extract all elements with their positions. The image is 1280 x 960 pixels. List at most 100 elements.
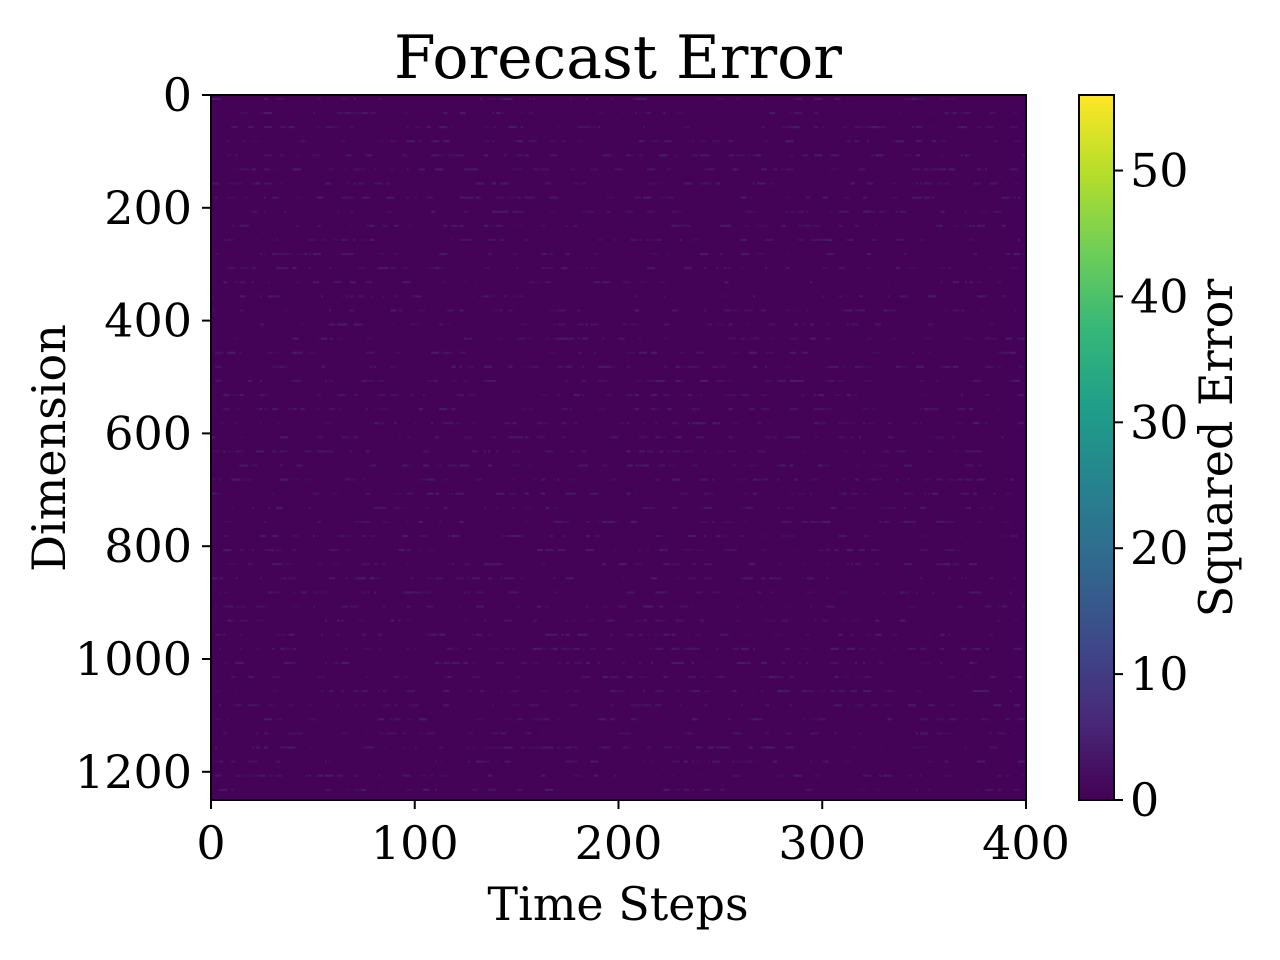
heatmap-cell [871,647,876,650]
heatmap-cell [708,760,711,763]
heatmap-cell [581,647,586,650]
heatmap-cell [272,563,281,566]
heatmap-cell [239,393,244,397]
heatmap-cell [508,534,515,538]
heatmap-cell [467,365,474,368]
heatmap-cell [907,478,910,481]
heatmap-cell [561,422,566,425]
colorbar-frame [1078,94,1115,801]
heatmap-cell [920,549,929,552]
heatmap-cell [255,605,264,608]
heatmap-cell [455,393,462,397]
heatmap-cell [838,224,843,227]
heatmap-cell [687,633,690,636]
heatmap-cell [451,464,458,467]
heatmap-cell [589,760,595,763]
heatmap-cell [740,591,743,594]
heatmap-cell [712,520,715,524]
heatmap-cell [907,647,916,650]
heatmap-cell [700,774,703,777]
heatmap-cell [231,619,236,622]
heatmap-cell [321,591,330,594]
heatmap-cell [345,154,352,157]
heatmap-cell [867,633,872,636]
heatmap-cell [524,196,531,199]
heatmap-cell [948,478,955,481]
heatmap-cell [602,379,609,383]
heatmap-cell [292,605,301,608]
heatmap-cell [426,506,430,509]
heatmap-cell [875,619,880,622]
heatmap-cell [948,704,955,707]
heatmap-cell [863,690,872,693]
heatmap-cell [239,549,244,552]
heatmap-cell [557,196,560,199]
heatmap-cell [634,309,639,312]
heatmap-cell [748,563,756,566]
heatmap-cell [426,788,430,791]
heatmap-cell [365,337,372,340]
heatmap-cell [736,97,739,101]
heatmap-cell [410,393,413,397]
heatmap-cell [268,774,275,777]
heatmap-cell [655,774,658,777]
heatmap-cell [671,760,680,763]
heatmap-cell [435,633,438,636]
heatmap-cell [565,365,572,368]
heatmap-cell [272,365,277,368]
heatmap-cell [459,224,464,227]
heatmap-cell [272,492,275,495]
heatmap-cell [761,605,764,608]
heatmap-cell [899,619,906,622]
heatmap-cell [638,351,648,354]
heatmap-cell [695,633,703,636]
heatmap-cell [854,464,861,467]
heatmap-cell [569,450,574,453]
heatmap-cell [732,760,735,763]
heatmap-cell [1013,675,1020,679]
heatmap-cell [504,154,507,157]
heatmap-cell [773,633,782,636]
heatmap-cell [671,774,674,777]
heatmap-cell [675,210,682,213]
heatmap-cell [610,154,613,157]
heatmap-cell [378,379,385,383]
heatmap-cell [748,408,756,411]
heatmap-cell [398,351,401,354]
heatmap-cell [357,111,364,115]
heatmap-cell [353,788,362,791]
heatmap-cell [940,224,943,227]
heatmap-cell [541,732,546,735]
heatmap-cell [671,140,674,143]
heatmap-cell [871,154,874,157]
heatmap-cell [728,154,735,157]
heatmap-cell [899,450,906,453]
heatmap-cell [463,591,466,594]
heatmap-cell [801,520,808,524]
heatmap-cell [810,492,813,495]
heatmap-cell [541,492,546,495]
heatmap-cell [879,774,882,777]
heatmap-cell [814,97,823,101]
heatmap-cell [977,760,986,763]
heatmap-cell [439,408,448,411]
heatmap-cell [414,422,417,425]
heatmap-cell [316,97,322,101]
heatmap-cell [292,478,301,481]
heatmap-cell [382,224,389,227]
heatmap-cell [549,140,558,143]
heatmap-cell [516,436,521,439]
heatmap-cell [614,774,617,777]
heatmap-cell [708,182,713,185]
heatmap-cell [973,690,982,693]
heatmap-cell [353,393,358,397]
heatmap-cell [443,478,450,481]
heatmap-cell [846,647,855,650]
heatmap-cell [1021,337,1026,340]
heatmap-cell [716,267,719,270]
heatmap-cell [435,140,438,143]
heatmap-cell [700,675,707,679]
heatmap-cell [642,422,645,425]
heatmap-cell [700,436,705,439]
